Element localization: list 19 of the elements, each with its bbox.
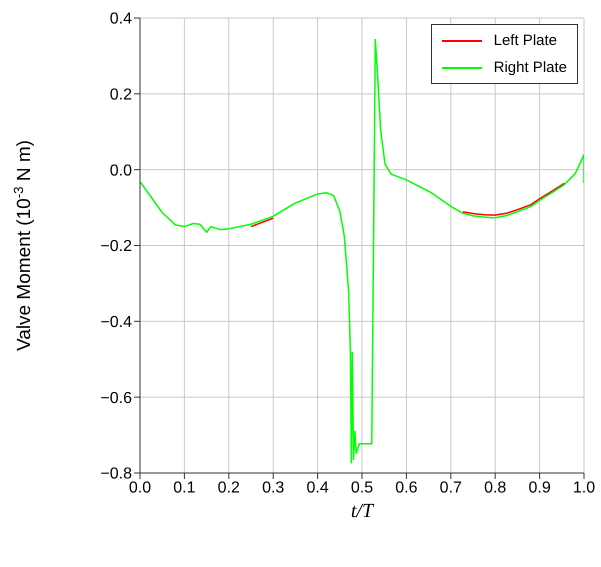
x-tick-label: 0.6	[395, 479, 418, 496]
x-axis-title: t/T	[350, 500, 375, 522]
y-tick-label: −0.4	[100, 314, 132, 332]
x-tick-label: 0.3	[262, 479, 284, 496]
y-tick-label: 0.2	[110, 86, 132, 104]
x-tick-label: 0.4	[306, 479, 329, 496]
y-tick-label: 0.0	[110, 162, 132, 180]
y-tick-label: −0.6	[100, 390, 132, 407]
x-tick-label: 0.1	[173, 479, 196, 496]
y-tick-label: −0.2	[100, 238, 132, 256]
x-tick-label: 0.7	[440, 479, 462, 496]
legend-label: Right Plate	[494, 58, 567, 78]
x-tick-label: 0.5	[350, 479, 374, 496]
x-tick-label: 1.0	[572, 479, 596, 496]
x-tick-label: 0.2	[218, 479, 240, 496]
x-tick-label: 0.9	[528, 479, 551, 496]
legend-label: Left Plate	[494, 31, 558, 51]
x-tick-label: 0.8	[484, 479, 506, 496]
y-tick-label: 0.4	[110, 10, 132, 28]
